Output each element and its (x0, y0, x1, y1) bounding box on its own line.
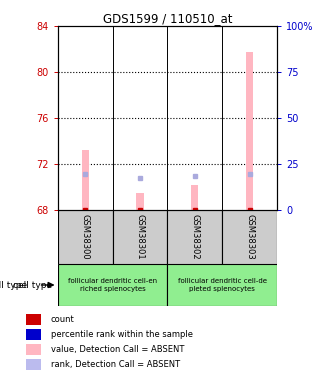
Bar (246, 51, 253, 210)
Text: percentile rank within the sample: percentile rank within the sample (51, 330, 193, 339)
Bar (26, 329, 42, 340)
Text: follicular dendritic cell-en
riched splenocytes: follicular dendritic cell-en riched sple… (68, 278, 157, 292)
Bar (137, 193, 144, 210)
Text: rank, Detection Call = ABSENT: rank, Detection Call = ABSENT (51, 360, 180, 369)
Bar (58, 264, 168, 306)
Text: cell type: cell type (13, 280, 52, 290)
Text: GSM38300: GSM38300 (81, 214, 90, 260)
Bar (82, 150, 89, 210)
Text: count: count (51, 315, 75, 324)
Text: follicular dendritic cell-de
pleted splenocytes: follicular dendritic cell-de pleted sple… (178, 278, 267, 292)
Bar (168, 210, 222, 264)
Bar (168, 264, 277, 306)
Bar (113, 210, 168, 264)
Text: GSM38303: GSM38303 (245, 214, 254, 260)
Text: GSM38301: GSM38301 (136, 214, 145, 260)
Title: GDS1599 / 110510_at: GDS1599 / 110510_at (103, 12, 232, 25)
Text: GSM38302: GSM38302 (190, 214, 199, 260)
Bar (26, 314, 42, 325)
Bar (58, 210, 113, 264)
Bar (191, 185, 198, 210)
Text: value, Detection Call = ABSENT: value, Detection Call = ABSENT (51, 345, 184, 354)
Bar (222, 210, 277, 264)
Bar (26, 344, 42, 355)
Text: cell type: cell type (0, 280, 28, 290)
Bar (26, 360, 42, 370)
